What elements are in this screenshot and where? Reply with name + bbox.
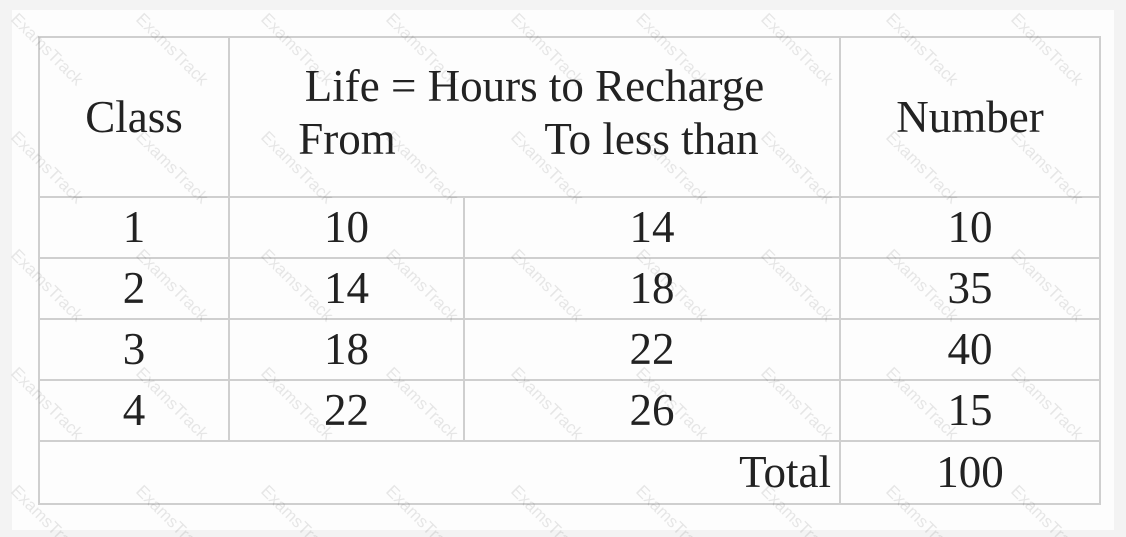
- cell-class: 3: [38, 318, 230, 381]
- total-row: Total 100: [38, 440, 1101, 505]
- cell-to: 22: [463, 318, 841, 381]
- cell-number: 40: [839, 318, 1101, 381]
- table-row: 1 10 14 10: [38, 196, 1101, 259]
- cell-from: 18: [228, 318, 465, 381]
- cell-class: 1: [38, 196, 230, 259]
- header-from: From: [228, 117, 464, 198]
- header-class: Class: [38, 36, 230, 198]
- recharge-frequency-table: Class Life = Hours to Recharge Number Fr…: [38, 36, 1101, 505]
- table-row: 4 22 26 15: [38, 379, 1101, 442]
- cell-from: 10: [228, 196, 465, 259]
- cell-number: 35: [839, 257, 1101, 320]
- cell-number: 10: [839, 196, 1101, 259]
- cell-to: 14: [463, 196, 841, 259]
- cell-from: 22: [228, 379, 465, 442]
- table-row: 2 14 18 35: [38, 257, 1101, 320]
- cell-to: 26: [463, 379, 841, 442]
- total-value: 100: [839, 440, 1101, 505]
- header-life: Life = Hours to Recharge: [228, 36, 841, 117]
- cell-from: 14: [228, 257, 465, 320]
- cell-to: 18: [463, 257, 841, 320]
- header-to: To less than: [464, 117, 841, 198]
- cell-number: 15: [839, 379, 1101, 442]
- cell-class: 2: [38, 257, 230, 320]
- cell-class: 4: [38, 379, 230, 442]
- header-number: Number: [839, 36, 1101, 198]
- table-row: 3 18 22 40: [38, 318, 1101, 381]
- total-label: Total: [38, 440, 841, 505]
